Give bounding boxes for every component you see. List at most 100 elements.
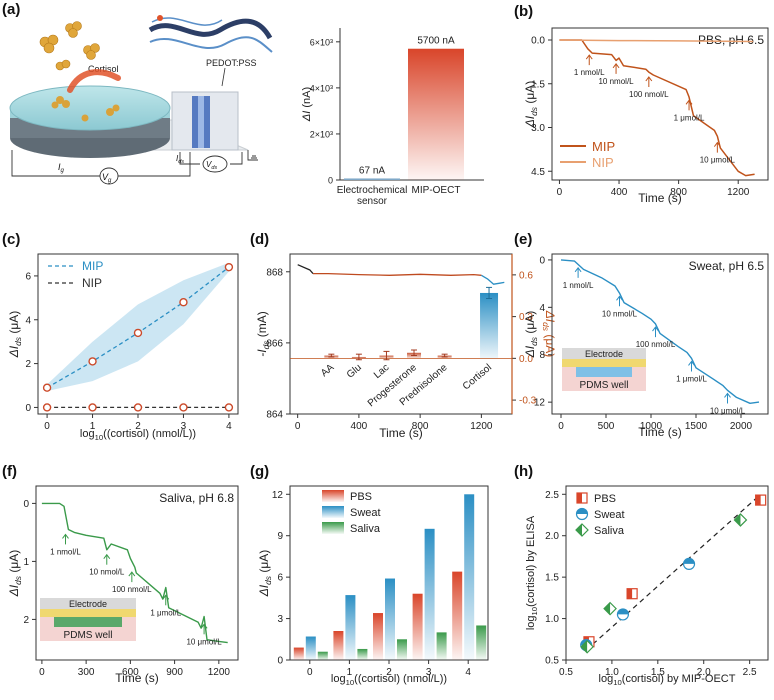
plot-frame — [551, 27, 769, 181]
vds-label: Vds — [206, 160, 217, 171]
step-annotation: 1 μmol/L — [676, 374, 707, 383]
data-point — [88, 357, 97, 366]
y-axis-title: ΔIds (μA) — [257, 550, 273, 598]
legend-label: NIP — [592, 155, 614, 170]
annotation-arrow-head — [645, 76, 653, 82]
fit-line — [585, 493, 762, 651]
annotation-arrow-head — [724, 392, 731, 398]
y-tick-label: 12 — [272, 490, 284, 501]
y-tick-label: 0 — [23, 499, 29, 510]
y-tick-label: 8 — [539, 350, 545, 361]
series-nip — [559, 39, 754, 43]
legend-label: Sweat — [350, 507, 381, 519]
data-point — [42, 383, 52, 392]
legend-label: Sweat — [594, 509, 625, 521]
y-tick-label: 9 — [277, 531, 283, 542]
y-tick-label: 4 — [539, 303, 545, 314]
legend-label: MIP — [592, 139, 615, 154]
y-tick-label: 2.0 — [545, 531, 559, 542]
legend-label: Saliva — [350, 523, 381, 535]
annotation-arrow-head — [128, 571, 136, 577]
x-tick-label: 1000 — [640, 421, 663, 432]
chart-title: Sweat, pH 6.5 — [689, 259, 765, 273]
y-tick-label: 0.6 — [519, 270, 533, 281]
legend-label: Saliva — [594, 525, 625, 537]
panel-label-d: (d) — [250, 231, 269, 248]
y-tick-label: 864 — [266, 410, 283, 421]
bar-saliva — [357, 648, 368, 660]
bar-sweat — [385, 578, 395, 660]
x-category-label: sensor — [357, 196, 388, 207]
ig-label: Ig — [58, 162, 65, 174]
bar-sweat — [464, 494, 475, 660]
data-point — [224, 262, 234, 272]
x-tick-label: 0 — [295, 421, 301, 432]
point-sweat-half — [683, 558, 695, 564]
y-tick-label: 6×10³ — [310, 37, 333, 47]
y-tick-label: 2×10³ — [310, 129, 333, 139]
plot-frame — [35, 485, 239, 661]
x-tick-label: 1 — [90, 421, 96, 432]
step-annotation: 1 nmol/L — [574, 68, 605, 77]
x-tick-label: 2 — [386, 667, 392, 678]
inset-pdms-label: PDMS well — [64, 630, 113, 641]
pedot-pss-chain — [148, 15, 273, 53]
step-annotation: 1 nmol/L — [563, 281, 594, 290]
y-tick-label: 4 — [25, 315, 31, 326]
point-saliva-half — [604, 602, 611, 615]
pedot-pointer — [221, 67, 226, 87]
bar-pbs — [333, 631, 344, 660]
data-point — [133, 328, 143, 338]
bar — [344, 178, 400, 180]
inset-pdms-label: PDMS well — [580, 380, 629, 391]
y-tick-label: 1.0 — [545, 614, 559, 625]
inset-electrode-layer — [562, 359, 646, 367]
vg-label: Vg — [102, 172, 112, 184]
x-tick-label: 2.0 — [697, 667, 711, 678]
y-tick-label: 866 — [266, 338, 283, 349]
pedot-label: PEDOT:PSS — [206, 58, 257, 68]
y-axis-title: ΔI (nA) — [301, 87, 313, 122]
y-tick-label: 0.5 — [545, 656, 559, 667]
y-axis-title: ΔIds (μA) — [523, 311, 539, 359]
y-tick-label: 868 — [266, 267, 283, 278]
point-pbs-half — [755, 495, 761, 506]
annotation-arrow-head — [612, 63, 620, 69]
x-tick-label: 1200 — [470, 421, 493, 432]
annotation-arrow-head — [616, 295, 623, 301]
step-annotation: 10 μmol/L — [700, 156, 736, 165]
data-point — [42, 403, 52, 412]
ids-label: Ids — [176, 154, 184, 165]
panel-h-correlation-chart: 0.5 1.0 1.5 2.0 2.5 0.5 1.0 1.5 2.0 2.5 log10(cort… — [525, 485, 769, 687]
y-tick-label: 0.0 — [531, 36, 545, 47]
bar-pbs — [412, 593, 423, 660]
x-tick-label: 400 — [351, 421, 368, 432]
step-annotation: 1 μmol/L — [150, 608, 181, 617]
panel-f-saliva-chart: 0 300 600 900 1200 0 1 2 Time (s) ΔIds (μA) Saliva… — [7, 485, 239, 685]
y-tick-label: 6 — [25, 271, 31, 282]
bar-saliva — [397, 639, 407, 660]
x-axis-title: Time (s) — [638, 191, 682, 205]
panel-a-bar-chart: 0 2×10³ 4×10³ 6×10³ ΔI (nA) 67 nA Electrochemi… — [301, 28, 484, 207]
series-sweat — [560, 259, 760, 404]
inset-solution — [576, 367, 632, 377]
vg-source: Vg — [99, 167, 119, 185]
y-tick-label: 0 — [277, 656, 283, 667]
bar-value-label: 5700 nA — [417, 36, 455, 47]
circuit-wires — [11, 150, 258, 177]
annotation-arrow-head — [688, 360, 695, 366]
y-axis-title: ΔIds (μA) — [523, 81, 539, 129]
panel-label-h: (h) — [514, 463, 533, 480]
step-annotation: 100 nmol/L — [629, 90, 669, 99]
plot-frame — [289, 253, 513, 415]
y-tick-label: -0.3 — [519, 396, 537, 407]
bar-saliva — [476, 625, 487, 660]
x-axis-title: log10(cortisol) by MIP-OECT — [599, 673, 736, 687]
x-axis-title: log10((cortisol) (nmol/L)) — [331, 673, 447, 687]
y-tick-label: 0.0 — [519, 354, 533, 365]
cortisol-molecules-on-disk — [51, 96, 120, 122]
point-sweat-half — [617, 608, 629, 615]
y-axis-title-left: -Ids (mA) — [255, 311, 271, 357]
x-tick-label: 1.0 — [605, 667, 619, 678]
